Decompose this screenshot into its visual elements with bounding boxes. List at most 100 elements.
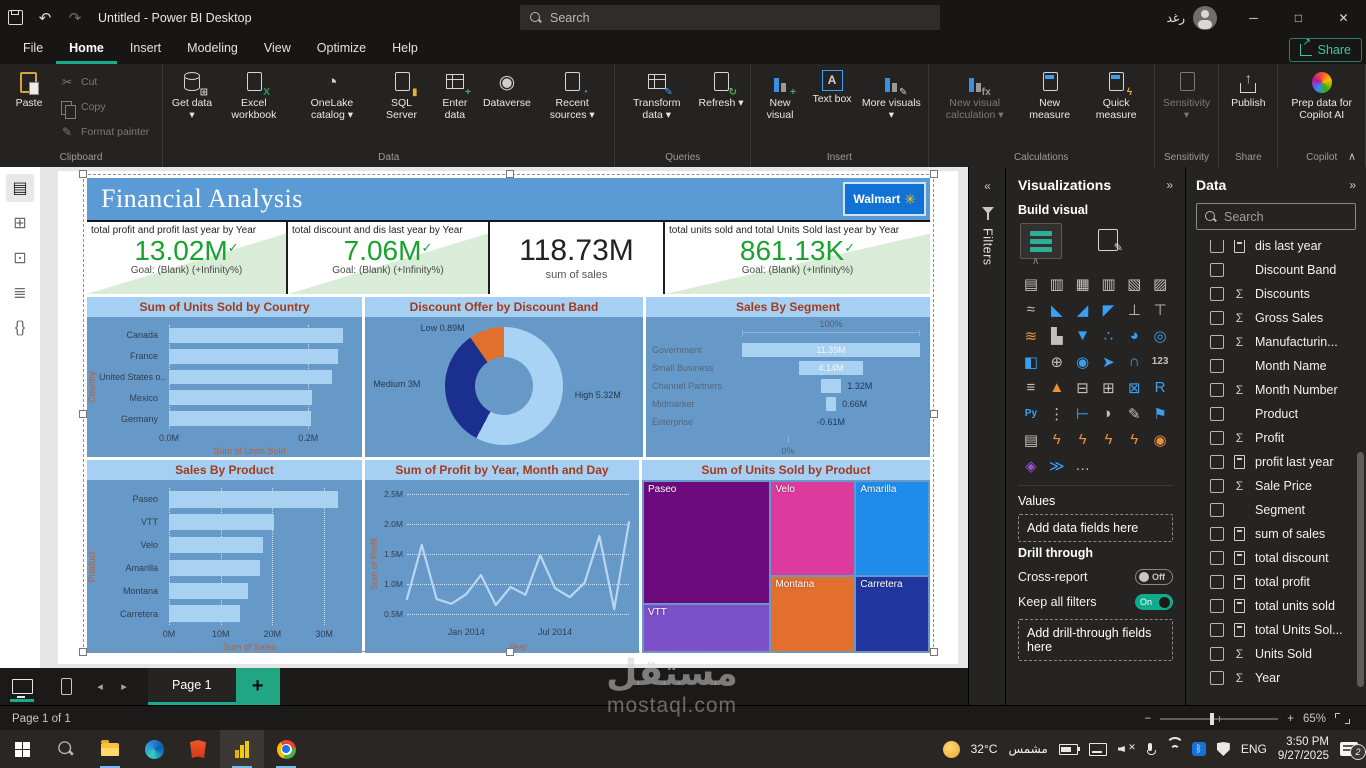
field-checkbox[interactable] [1210, 479, 1224, 493]
line-and-stacked-column-chart-icon[interactable]: ⊥ [1127, 301, 1141, 319]
sql-server-button[interactable]: ▮ SQL Server [374, 67, 429, 148]
avatar[interactable] [1193, 5, 1217, 30]
zoom-out-button[interactable]: − [1144, 712, 1152, 725]
chart-sales-by-segment[interactable]: Sales By Segment 100% Government Small Bus… [646, 297, 930, 457]
field-month-number[interactable]: Σ Month Number [1196, 378, 1356, 402]
save-button[interactable] [0, 4, 30, 32]
wifi-icon[interactable] [1165, 743, 1181, 755]
bar-united-states-o[interactable] [169, 367, 350, 388]
refresh-button[interactable]: ↻ Refresh ▾ [695, 67, 747, 148]
keep-all-filters-toggle[interactable]: On [1135, 594, 1173, 610]
filters-pane-collapsed[interactable]: « Filters [968, 167, 1006, 717]
text-box-button[interactable]: A Text box [806, 67, 858, 148]
tmdl-view-button[interactable]: {} [14, 319, 26, 336]
bluetooth-icon[interactable]: ᛒ [1191, 742, 1206, 756]
table-icon[interactable]: ⊞ [1102, 379, 1115, 397]
custom-visual-icon[interactable]: ◈ [1025, 457, 1037, 475]
stacked-bar-chart-icon[interactable]: ▤ [1023, 275, 1038, 293]
map-icon[interactable]: ⊕ [1050, 353, 1064, 371]
treemap-tile-amarilla[interactable]: Amarilla [856, 482, 929, 575]
bar-paseo[interactable] [169, 488, 350, 511]
hundred-percent-stacked-bar-chart-icon[interactable]: ▧ [1127, 275, 1142, 293]
tab-page-1[interactable]: Page 1 [148, 668, 236, 705]
card-sum-of-sales[interactable]: 118.73M sum of sales [490, 222, 665, 294]
clock[interactable]: 3:50 PM 9/27/2025 [1278, 735, 1329, 764]
treemap-tile-velo[interactable]: Velo [771, 482, 855, 575]
excel-workbook-button[interactable]: X Excel workbook [218, 67, 290, 148]
publish-button[interactable]: ↑ Publish [1222, 67, 1274, 148]
recent-sources-button[interactable]: ◔ Recent sources ▾ [533, 67, 612, 148]
field-checkbox[interactable] [1210, 287, 1224, 301]
power-automate-logo-icon[interactable]: ≫ [1048, 457, 1065, 475]
menu-help[interactable]: Help [392, 41, 418, 55]
get-data-button[interactable]: ⊞ Get data ▾ [166, 67, 218, 148]
field-total-units-sol[interactable]: total Units Sol... [1196, 618, 1356, 642]
treemap-tile-montana[interactable]: Montana [771, 576, 855, 651]
filled-map-icon[interactable]: ◉ [1076, 353, 1090, 371]
line-chart-icon[interactable]: ≈ [1026, 301, 1036, 318]
chart-profit-by-date[interactable]: Sum of Profit by Year, Month and Day Sum… [365, 460, 642, 653]
report-page[interactable]: Financial Analysis Walmart ✳ total profi… [58, 170, 958, 664]
paste-button[interactable]: Paste [3, 67, 55, 148]
transform-data-button[interactable]: ✎ Transform data ▾ [618, 67, 695, 148]
chart-units-by-product-treemap[interactable]: Sum of Units Sold by Product Paseo VTT Vel… [642, 460, 930, 653]
field-checkbox[interactable] [1210, 335, 1224, 349]
funnel-bar-channel-partners[interactable]: 1.32M [742, 377, 920, 395]
bar-carretera[interactable] [169, 602, 350, 625]
add-data-fields-dropzone[interactable]: Add data fields here [1018, 514, 1173, 542]
dynamic-text-visual-icon[interactable]: ϟ [1130, 431, 1139, 448]
matrix-icon[interactable]: ⊠ [1127, 379, 1141, 397]
field-checkbox[interactable] [1210, 503, 1224, 517]
search-input[interactable]: Search [520, 5, 940, 30]
dax-query-view-button[interactable]: ≣ [13, 285, 27, 302]
file-explorer-button[interactable] [88, 730, 132, 768]
field-discounts[interactable]: Σ Discounts [1196, 282, 1356, 306]
zoom-in-button[interactable]: + [1287, 712, 1294, 725]
field-checkbox[interactable] [1210, 623, 1224, 637]
arcgis-maps-visual-icon[interactable]: ◉ [1153, 431, 1167, 449]
microphone-icon[interactable] [1146, 743, 1156, 755]
stacked-area-chart-icon[interactable]: ◢ [1076, 301, 1089, 319]
collapse-visualizations-icon[interactable]: » [1166, 178, 1173, 192]
weather-temp[interactable]: 32°C [970, 742, 998, 756]
field-checkbox[interactable] [1210, 647, 1224, 661]
field-product[interactable]: Product [1196, 402, 1356, 426]
maximize-button[interactable]: □ [1294, 10, 1303, 25]
expand-filters-icon[interactable]: « [984, 179, 991, 193]
field-checkbox[interactable] [1210, 311, 1224, 325]
treemap-tile-paseo[interactable]: Paseo [644, 482, 770, 604]
slicer-icon[interactable]: ⊟ [1076, 379, 1089, 397]
taskbar-search-button[interactable] [44, 730, 88, 768]
funnel-bar-midmarket[interactable]: 0.66M [742, 395, 920, 413]
r-script-visual-icon[interactable]: R [1154, 379, 1166, 396]
bar-vtt[interactable] [169, 511, 350, 534]
funnel-chart-icon[interactable]: ▼ [1075, 327, 1090, 344]
desktop-layout-button[interactable] [0, 668, 44, 705]
menu-view[interactable]: View [263, 41, 291, 55]
field-checkbox[interactable] [1210, 359, 1224, 373]
chart-discount-by-band[interactable]: Discount Offer by Discount Band High 5.3… [365, 297, 646, 457]
decomposition-tree-icon[interactable]: ⊢ [1076, 405, 1090, 423]
battery-icon[interactable] [1058, 743, 1080, 755]
field-dis-last-year[interactable]: dis last year [1196, 240, 1356, 258]
multi-row-card-icon[interactable]: ≡ [1026, 379, 1036, 396]
kpi-icon[interactable]: ▲ [1049, 379, 1065, 396]
defender-icon[interactable] [1216, 742, 1230, 756]
dataverse-button[interactable]: ◉ Dataverse [481, 67, 533, 148]
clustered-bar-chart-icon[interactable]: ▦ [1075, 275, 1090, 293]
notifications-button[interactable]: 2 [1340, 742, 1366, 760]
data-pane-scrollbar[interactable] [1357, 452, 1364, 687]
touch-keyboard-icon[interactable] [1088, 742, 1107, 756]
mobile-layout-button[interactable] [44, 668, 88, 705]
field-discount-band[interactable]: Discount Band [1196, 258, 1356, 282]
qa-visual-icon[interactable]: ◗ [1103, 405, 1113, 422]
funnel-bar-government[interactable]: 11.39M [742, 341, 920, 359]
field-total-profit[interactable]: total profit [1196, 570, 1356, 594]
field-total-units-sold[interactable]: total units sold [1196, 594, 1356, 618]
share-button[interactable]: Share [1288, 37, 1362, 62]
hundred-percent-stacked-column-chart-icon[interactable]: ▨ [1152, 275, 1168, 293]
tab-build-visual[interactable] [1020, 223, 1062, 259]
field-sale-price[interactable]: Σ Sale Price [1196, 474, 1356, 498]
field-profit[interactable]: Σ Profit [1196, 426, 1356, 450]
prep-data-for-copilot-ai-button[interactable]: Prep data for Copilot AI [1281, 67, 1362, 148]
